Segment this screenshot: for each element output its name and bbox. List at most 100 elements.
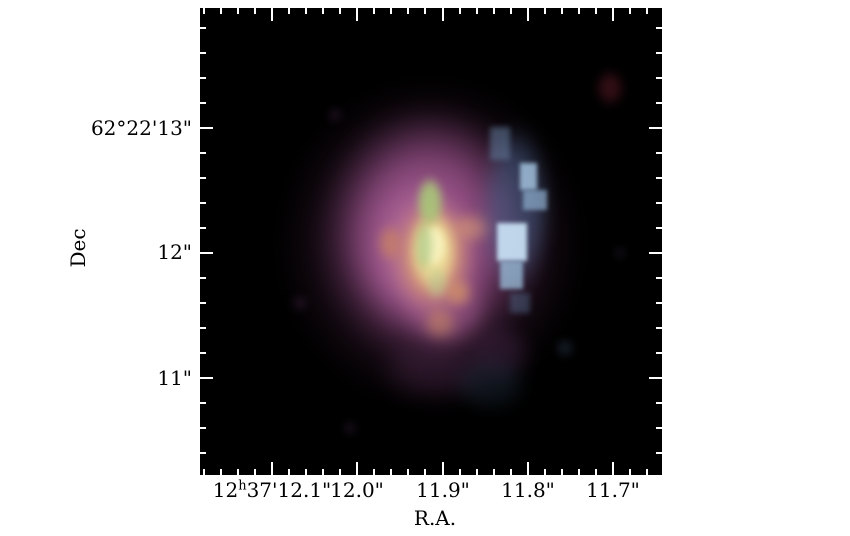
nebula-speckle-4	[555, 338, 575, 358]
axis-tick	[200, 277, 206, 279]
x-tick-rest: 11.9"	[416, 478, 470, 502]
axis-tick	[200, 302, 206, 304]
x-axis-label: R.A.	[413, 506, 457, 530]
axis-tick	[646, 8, 649, 14]
axis-tick	[200, 127, 213, 129]
axis-tick	[202, 8, 205, 14]
axis-tick	[656, 302, 662, 304]
axis-tick	[656, 152, 662, 154]
axis-tick	[288, 469, 291, 475]
axis-tick	[200, 227, 206, 229]
axis-tick	[492, 8, 495, 14]
nebula-outer-halo	[282, 83, 578, 403]
nebula-orange-spot-3	[423, 305, 457, 341]
axis-tick	[441, 462, 444, 475]
axis-tick	[560, 469, 563, 475]
axis-tick	[612, 462, 614, 475]
axis-tick	[219, 8, 222, 14]
nebula-green-streak	[414, 216, 434, 276]
nebula-speckle-5	[613, 246, 627, 260]
axis-tick	[656, 177, 662, 179]
nebula-core-bright	[418, 222, 448, 270]
axis-tick	[271, 8, 273, 21]
axis-tick	[200, 52, 206, 54]
axis-tick	[305, 469, 308, 475]
axis-tick	[560, 8, 563, 14]
axis-tick	[656, 102, 662, 104]
axis-tick	[577, 8, 580, 14]
axis-tick	[649, 252, 662, 254]
axis-tick	[200, 427, 206, 429]
axis-tick	[236, 469, 239, 475]
axis-tick	[322, 8, 325, 14]
axis-tick	[612, 8, 614, 21]
nebula-speckle-1	[327, 107, 343, 123]
axis-tick	[656, 277, 662, 279]
y-tick-label-11arcsec: 11"	[157, 366, 192, 390]
axis-tick	[200, 102, 206, 104]
axis-tick	[656, 327, 662, 329]
axis-tick	[656, 202, 662, 204]
axis-tick	[458, 469, 461, 475]
nebula-cyan-main	[497, 223, 527, 261]
axis-tick	[526, 8, 529, 21]
axis-tick	[373, 469, 376, 475]
axis-tick	[390, 8, 393, 14]
axis-tick	[356, 8, 359, 21]
nebula-orange-spot-1	[377, 223, 403, 263]
axis-tick	[200, 352, 206, 354]
axis-tick	[475, 469, 478, 475]
nebula-cyan-lower	[500, 261, 523, 289]
nebula-speckle-3	[342, 420, 358, 436]
x-tick-rest: 11.7"	[586, 478, 640, 502]
axis-tick	[390, 469, 393, 475]
axis-tick	[656, 77, 662, 79]
axis-tick	[649, 377, 662, 379]
axis-tick	[200, 27, 206, 29]
axis-tick	[594, 8, 597, 14]
axis-tick	[629, 8, 632, 14]
axis-tick	[594, 469, 597, 475]
axis-tick	[202, 469, 205, 475]
x-tick-label-12.1: 12h37'12.1"	[213, 478, 332, 502]
nebula-orange-glow	[389, 196, 475, 316]
nebula-orange-right	[447, 213, 493, 243]
axis-tick	[253, 469, 256, 475]
axis-tick	[200, 152, 206, 154]
axis-tick	[509, 469, 512, 475]
axis-tick	[200, 177, 206, 179]
nebula-cyan-upper-2	[523, 190, 547, 210]
axis-tick	[656, 27, 662, 29]
x-tick-label-12.0: 12.0"	[330, 478, 384, 502]
nebula-cyan-low-dim	[510, 293, 530, 313]
axis-tick	[656, 227, 662, 229]
axis-tick	[441, 8, 444, 21]
nebula-orange-spot-2	[443, 278, 473, 308]
x-tick-label-11.9: 11.9"	[416, 478, 470, 502]
axis-tick	[656, 52, 662, 54]
axis-tick	[200, 377, 213, 379]
axis-tick	[200, 402, 206, 404]
y-tick-label-13arcsec: 62°22'13"	[90, 116, 192, 140]
nebula-purple-wisp-2	[465, 323, 535, 383]
nebula-maroon-smudge	[595, 69, 625, 107]
nebula-pink-bright	[369, 178, 475, 318]
axis-tick	[577, 469, 580, 475]
axis-tick	[526, 462, 529, 475]
axis-tick	[656, 427, 662, 429]
x-tick-rest: 11.8"	[501, 478, 555, 502]
axis-tick	[492, 469, 495, 475]
axis-tick	[200, 327, 206, 329]
x-tick-rest: 12.0"	[330, 478, 384, 502]
axis-tick	[373, 8, 376, 14]
axis-tick	[407, 469, 410, 475]
axis-tick	[629, 469, 632, 475]
nebula-speckle-2	[291, 294, 309, 312]
axis-tick	[475, 8, 478, 14]
axis-tick	[200, 252, 213, 254]
axis-tick	[543, 469, 546, 475]
nebula-inner-pink	[349, 150, 499, 336]
axis-tick	[253, 8, 256, 14]
axis-tick	[236, 8, 239, 14]
axis-tick	[543, 8, 546, 14]
